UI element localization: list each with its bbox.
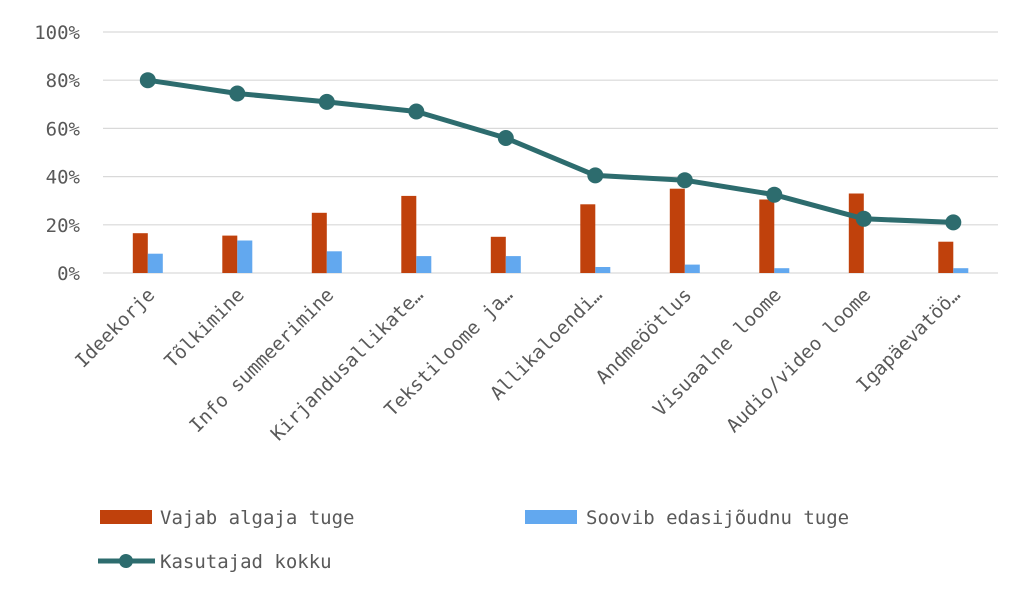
point-total-users [766, 186, 783, 203]
bar-advanced [237, 240, 253, 273]
line-total-users [147, 77, 954, 225]
bar-advanced [505, 256, 521, 273]
x-category-label: Audio/video loome [722, 284, 875, 437]
point-total-users [497, 130, 514, 146]
y-tick-label: 20% [46, 215, 81, 237]
y-tick-label: 80% [46, 70, 81, 92]
bar-beginner [490, 236, 506, 273]
legend-label-total: Kasutajad kokku [160, 551, 332, 573]
bars [132, 188, 969, 274]
y-tick-label: 0% [57, 263, 80, 285]
bar-advanced [774, 268, 790, 273]
legend-marker-total [119, 554, 133, 568]
x-category-label: Tõlkimine [160, 284, 248, 372]
point-total-users [945, 214, 962, 231]
bar-advanced [595, 267, 611, 273]
x-category-label: Ideekorje [71, 284, 159, 372]
bar-advanced [684, 264, 700, 273]
y-axis-tick-labels: 0% 20% 40% 60% 80% 100% [34, 22, 80, 285]
point-total-users [229, 85, 246, 102]
bar-advanced [147, 253, 163, 273]
bar-beginner [669, 188, 685, 273]
x-category-label: Info summeerimine [185, 284, 338, 437]
bar-advanced [416, 256, 432, 273]
bar-beginner [580, 204, 596, 273]
point-total-users [587, 167, 604, 184]
bar-beginner [222, 235, 238, 273]
bar-beginner [132, 233, 148, 273]
bar-advanced [326, 251, 342, 273]
legend-swatch-advanced [525, 510, 577, 524]
point-total-users [408, 103, 425, 120]
bar-beginner [311, 212, 327, 274]
bar-beginner [938, 241, 954, 273]
point-total-users [139, 72, 156, 89]
bar-advanced [953, 268, 969, 273]
bar-beginner [401, 195, 417, 273]
legend-label-beginner: Vajab algaja tuge [160, 507, 354, 529]
total-users-line [139, 72, 962, 231]
x-category-label: Kirjandusallikate… [267, 284, 428, 445]
point-total-users [318, 93, 335, 110]
y-tick-label: 40% [46, 167, 81, 189]
y-tick-label: 100% [34, 22, 80, 44]
point-total-users [676, 172, 693, 189]
legend: Vajab algaja tuge Soovib edasijõudnu tug… [98, 507, 849, 573]
legend-label-advanced: Soovib edasijõudnu tuge [586, 507, 849, 529]
y-tick-label: 60% [46, 118, 81, 140]
bar-beginner [848, 193, 864, 273]
point-total-users [855, 210, 872, 227]
legend-swatch-beginner [100, 510, 152, 524]
bar-beginner [759, 199, 775, 273]
